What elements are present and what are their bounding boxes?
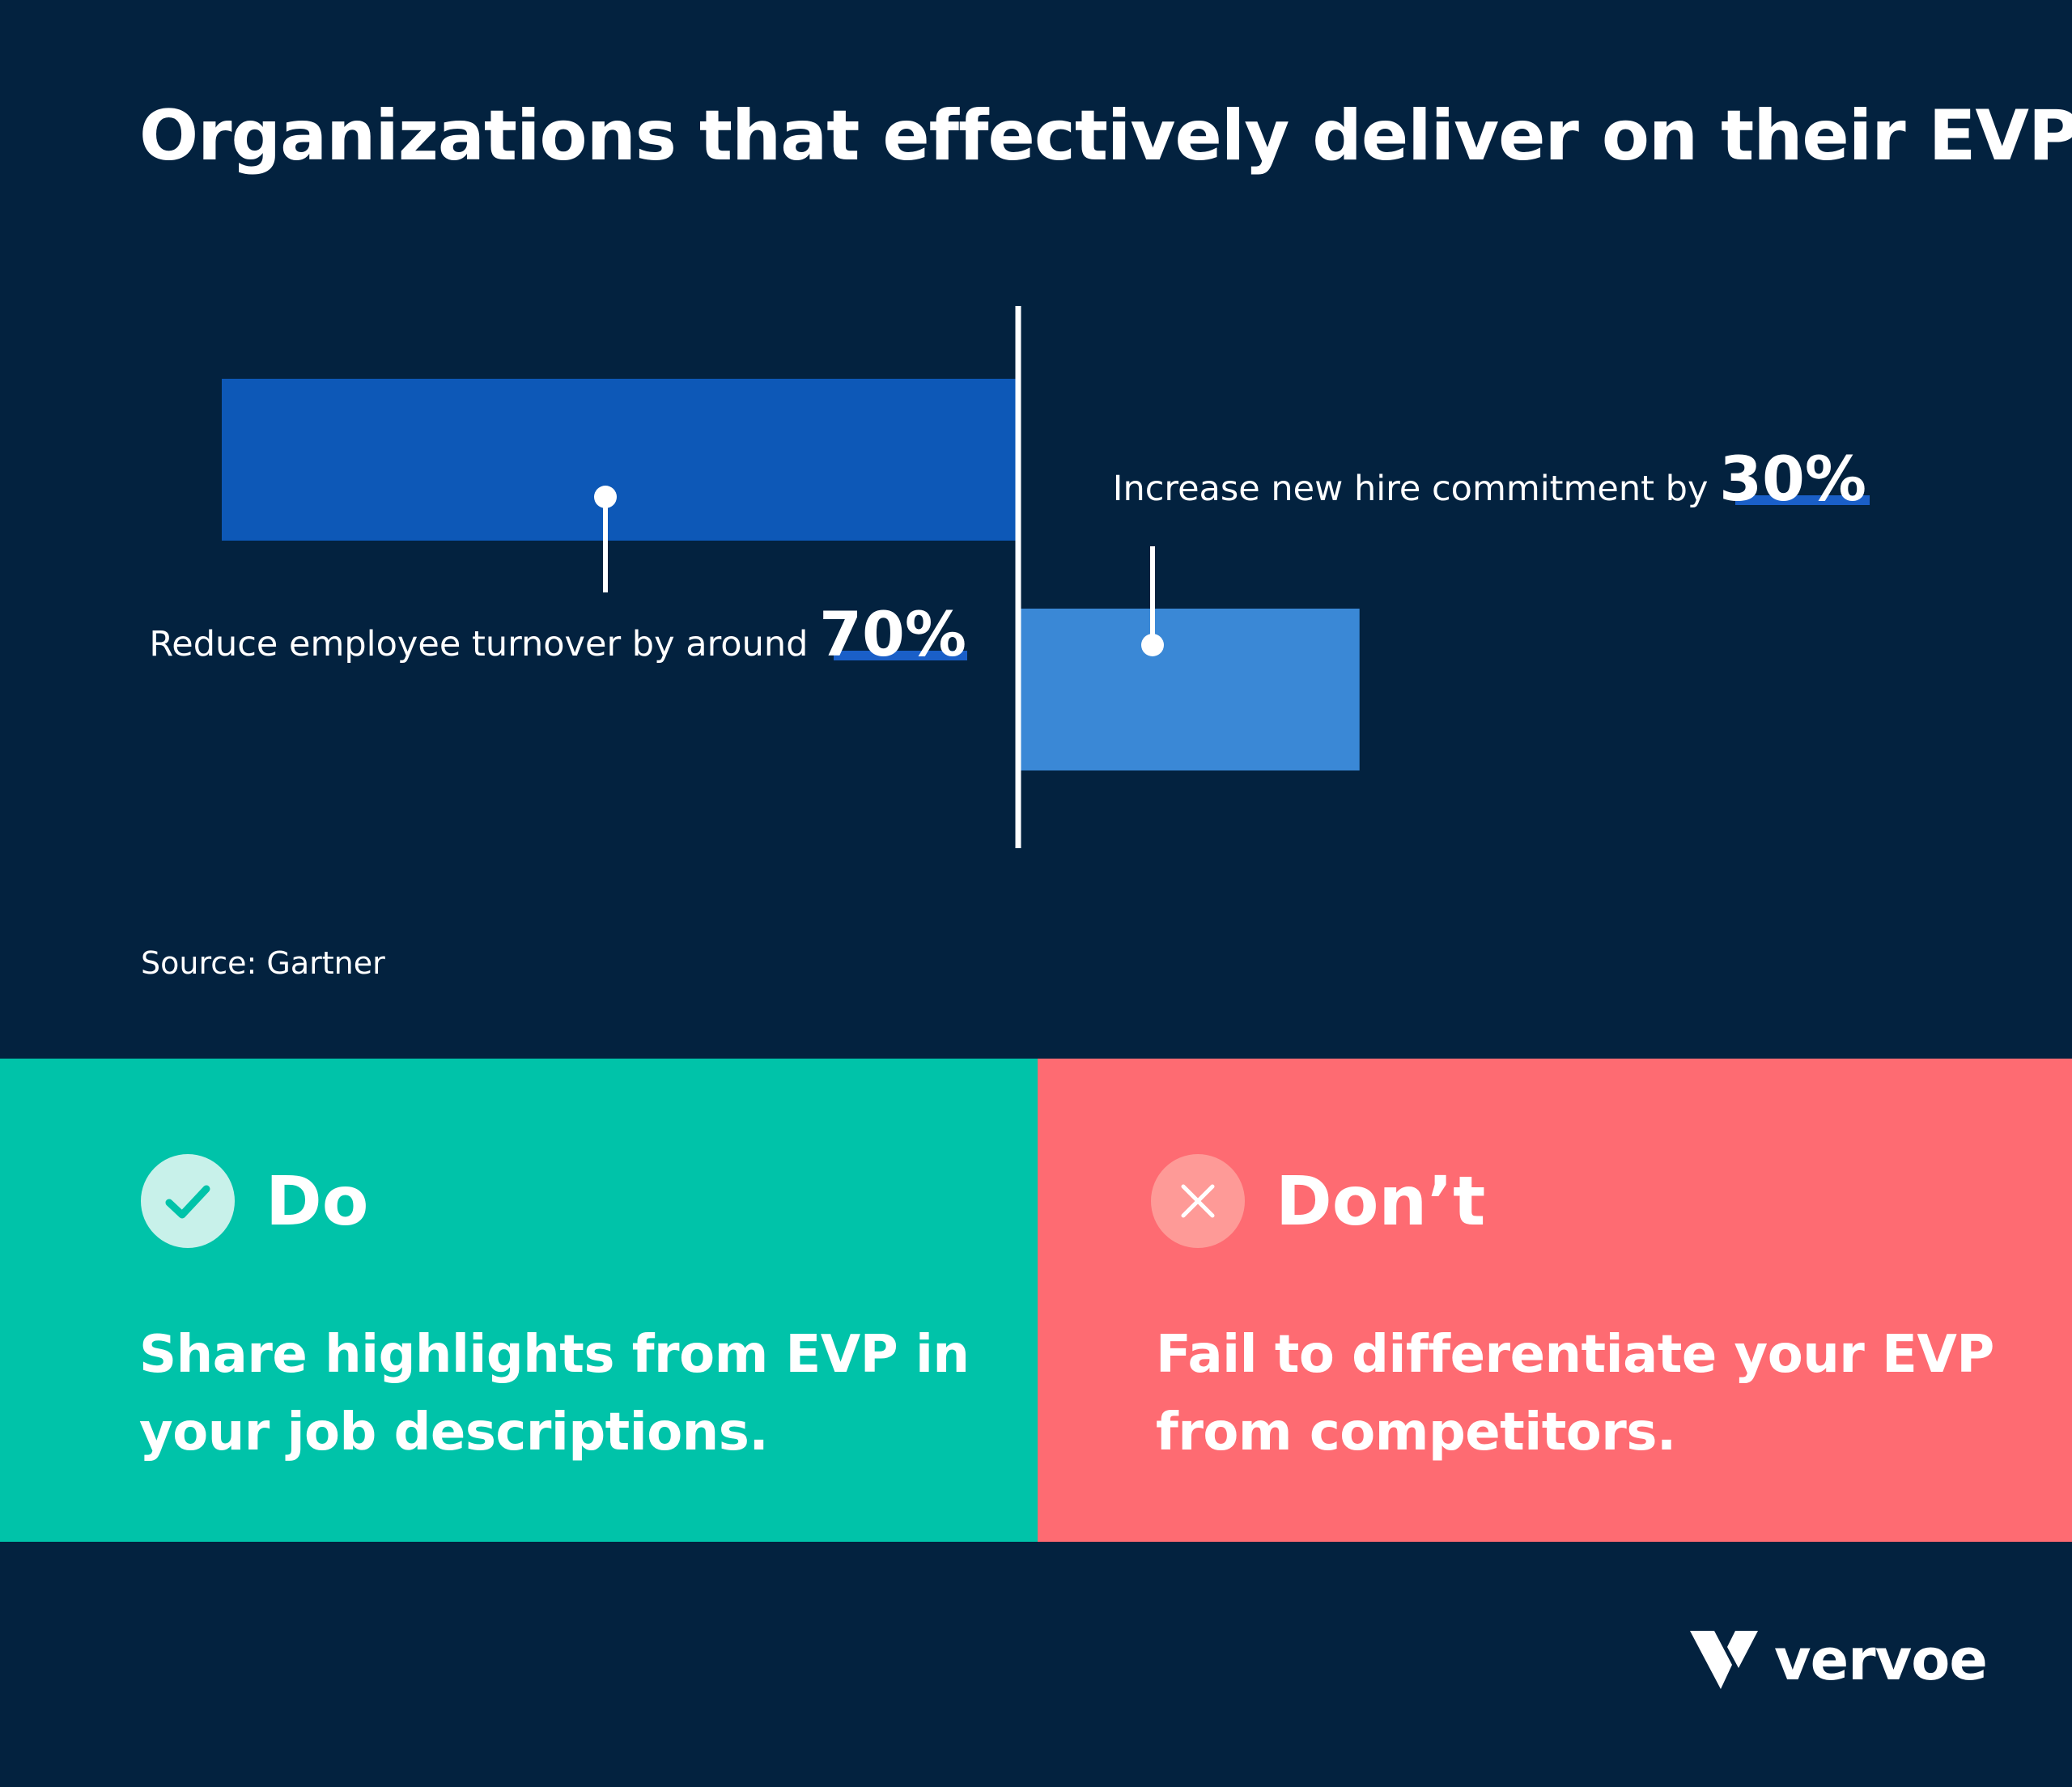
leader-dot-1 [594, 486, 617, 508]
vervoe-logo: vervoe [1690, 1627, 1988, 1693]
close-icon [1151, 1154, 1245, 1248]
vervoe-logo-icon [1690, 1631, 1758, 1689]
value-underline-2 [1735, 495, 1870, 505]
bar-label-2: Increase new hire commitment by 30% [1113, 443, 1866, 515]
check-icon [141, 1154, 235, 1248]
do-title: Do [265, 1161, 369, 1241]
leader-dot-2 [1141, 634, 1164, 656]
chart-title: Organizations that effectively deliver o… [139, 96, 2072, 176]
source-note: Source: Gartner [141, 945, 385, 981]
dont-text: Fail to differentiate your EVP from comp… [1156, 1325, 1994, 1462]
bar-chart: Reduce employee turnover by around 70% In… [149, 306, 1870, 848]
do-panel: Do Share highlights from EVP in your job… [0, 1059, 1038, 1542]
do-header: Do [141, 1154, 368, 1248]
bar-1 [222, 379, 1018, 541]
dont-panel: Don’t Fail to differentiate your EVP fro… [1038, 1059, 2072, 1542]
bar-2 [1018, 609, 1360, 770]
dont-title: Don’t [1276, 1161, 1486, 1241]
do-text: Share highlights from EVP in your job de… [139, 1325, 970, 1462]
brand-name: vervoe [1774, 1627, 1988, 1693]
value-underline-1 [834, 651, 967, 660]
dont-header: Don’t [1151, 1154, 1485, 1248]
bar-label-1: Reduce employee turnover by around 70% [149, 598, 966, 670]
